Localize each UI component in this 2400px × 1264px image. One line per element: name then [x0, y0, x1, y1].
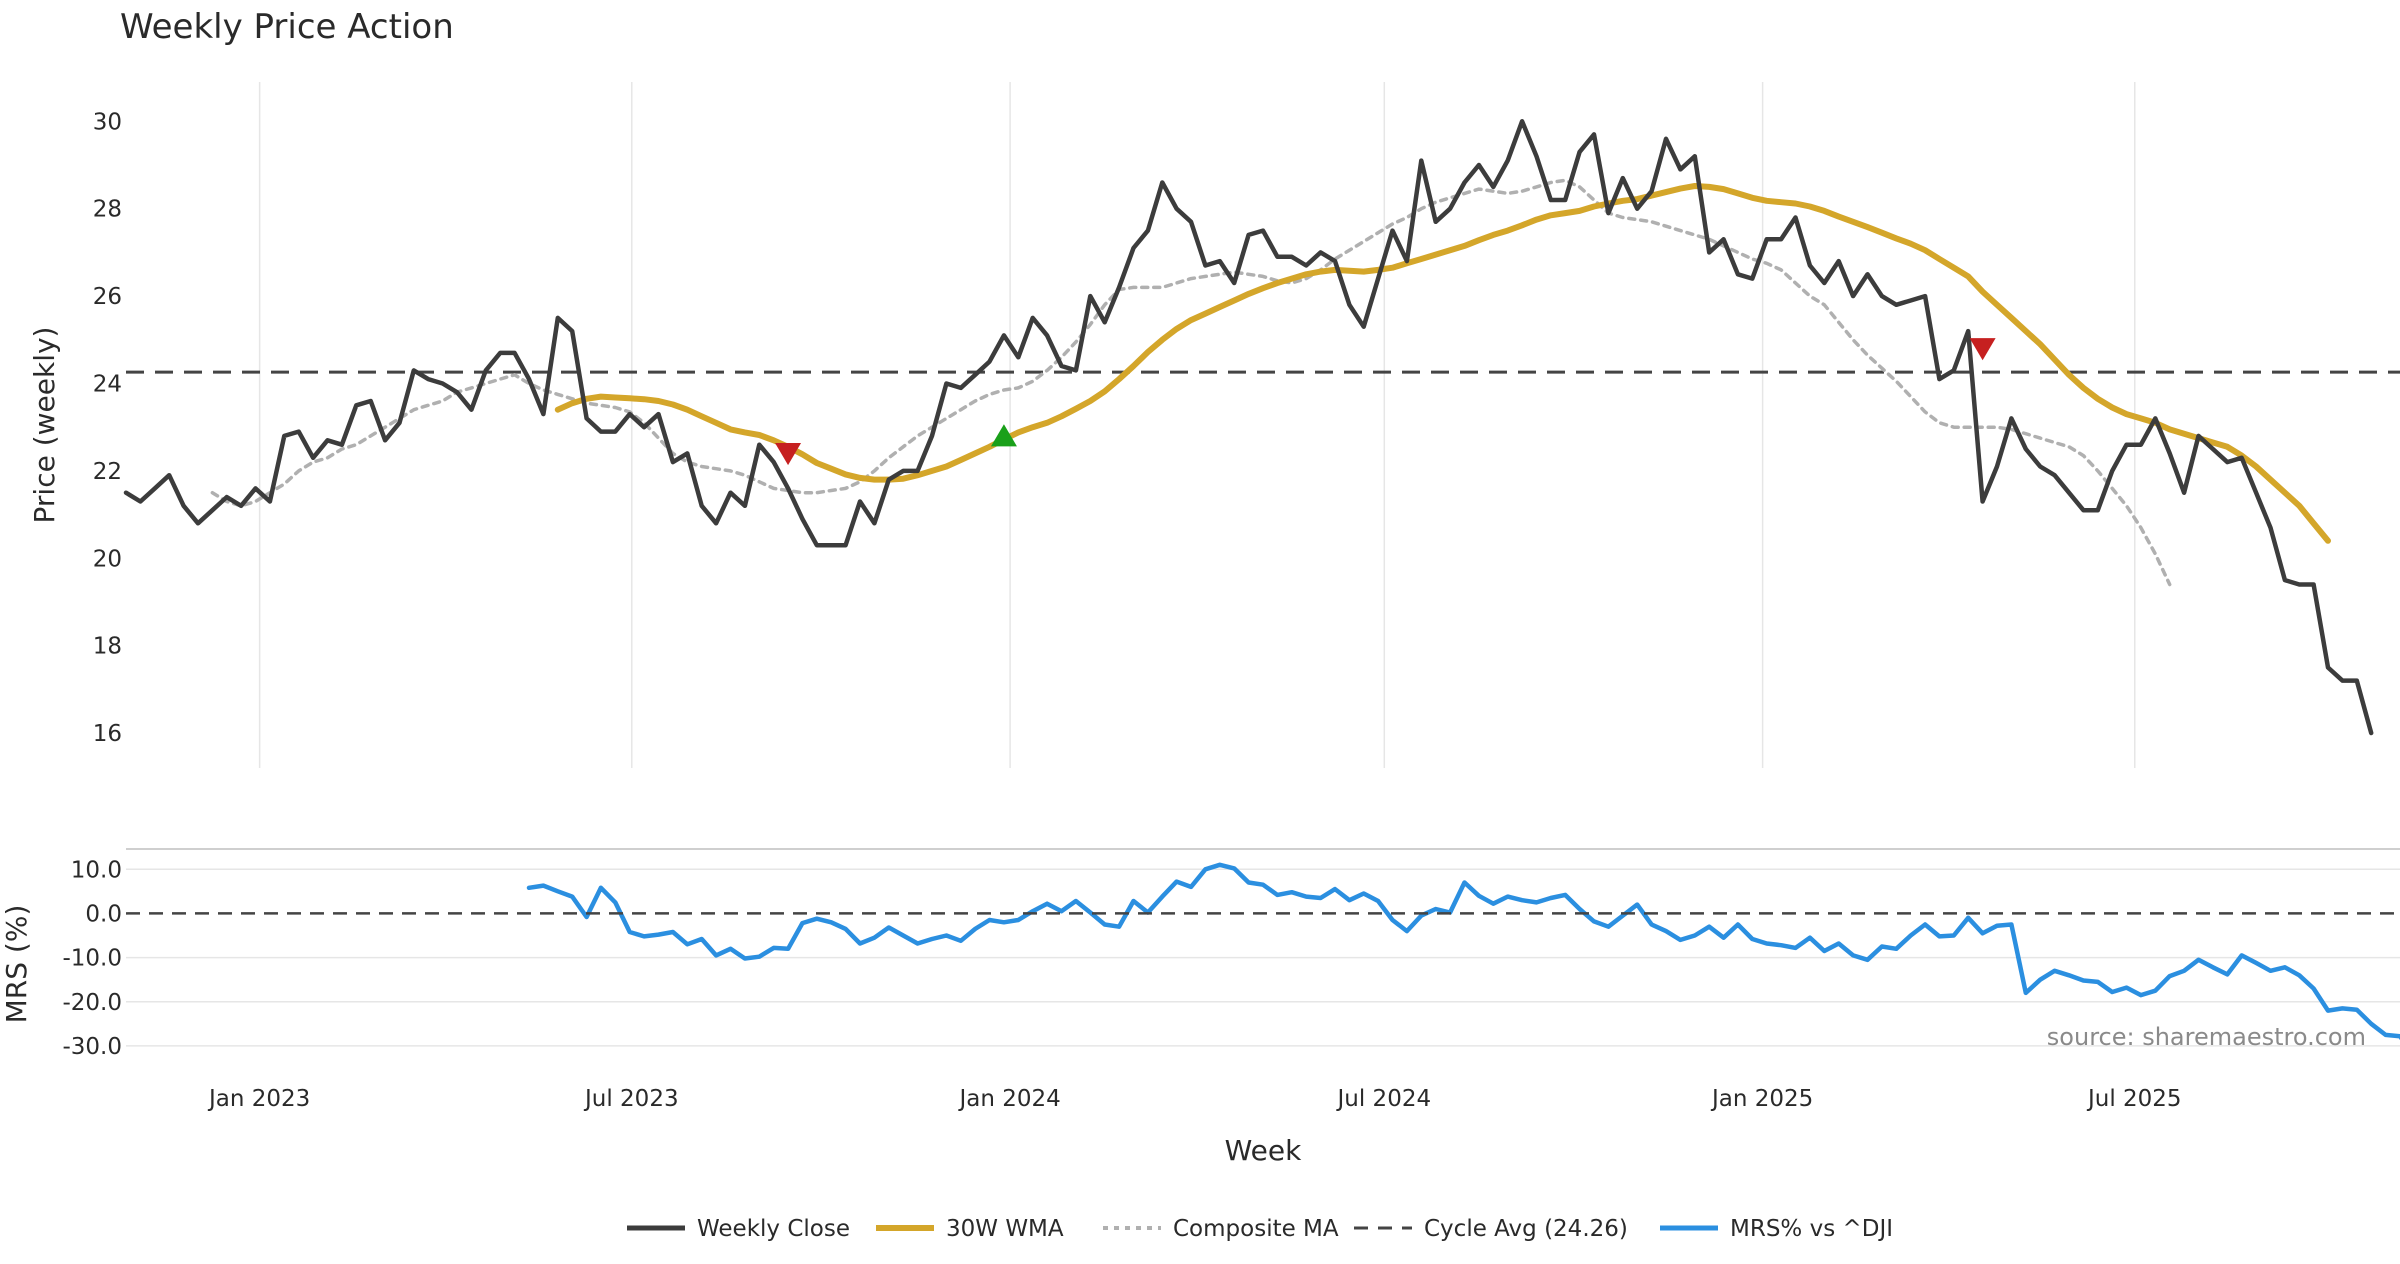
price-series-group	[123, 119, 2400, 736]
legend-item: Cycle Avg (24.26)	[1354, 1216, 1628, 1242]
source-annotation: source: sharemaestro.com	[2047, 1023, 2366, 1051]
legend-item: 30W WMA	[876, 1216, 1064, 1242]
price-y-tick-label: 26	[93, 284, 122, 310]
legend: Weekly Close 30W WMA Composite MA Cycle Avg…	[627, 1216, 1893, 1242]
mrs-y-tick-label: -20.0	[62, 990, 122, 1016]
x-tick-label: Jul 2023	[583, 1086, 679, 1112]
legend-item: Weekly Close	[627, 1216, 850, 1242]
mrs-y-tick-label: -30.0	[62, 1034, 122, 1060]
mrs-y-axis-title: MRS (%)	[0, 905, 33, 1024]
mrs-line	[526, 862, 2400, 1041]
buy-signal-marker	[990, 424, 1017, 447]
mrs-y-tick-label: 0.0	[85, 901, 122, 927]
mrs-series-group	[126, 862, 2400, 1041]
mrs-panel-gridlines	[126, 868, 2400, 1047]
price-y-tick-label: 24	[93, 371, 122, 397]
chart-title: Weekly Price Action	[120, 7, 454, 47]
x-tick-label: Jan 2023	[207, 1086, 310, 1112]
x-axis-title: Week	[1225, 1134, 1302, 1167]
x-tick-label: Jan 2025	[1710, 1086, 1813, 1112]
legend-label: MRS% vs ^DJI	[1730, 1216, 1893, 1242]
price-y-tick-label: 28	[93, 197, 122, 223]
price-y-tick-label: 18	[93, 634, 122, 660]
legend-label: 30W WMA	[946, 1216, 1064, 1242]
legend-label: Cycle Avg (24.26)	[1424, 1216, 1628, 1242]
price-y-tick-label: 20	[93, 546, 122, 572]
30w-wma-line	[554, 183, 2331, 544]
price-y-axis-title: Price (weekly)	[28, 327, 61, 524]
legend-label: Composite MA	[1173, 1216, 1339, 1242]
legend-item: MRS% vs ^DJI	[1660, 1216, 1893, 1242]
x-tick-label: Jul 2024	[1336, 1086, 1432, 1112]
price-y-tick-labels: 16 18 20 22 24 26 28 30	[93, 109, 122, 747]
sell-signal-marker	[775, 443, 802, 466]
price-panel-gridlines	[258, 82, 2136, 768]
mrs-y-tick-label: -10.0	[62, 946, 122, 972]
mrs-y-tick-label: 10.0	[71, 857, 122, 883]
legend-label: Weekly Close	[697, 1216, 850, 1242]
price-y-tick-label: 22	[93, 459, 122, 485]
x-tick-label: Jan 2024	[957, 1086, 1060, 1112]
legend-item: Composite MA	[1103, 1216, 1339, 1242]
sell-signal-marker	[1969, 338, 1996, 361]
x-tick-labels: Jan 2023 Jul 2023 Jan 2024 Jul 2024 Jan 2025…	[207, 1086, 2182, 1112]
price-y-tick-label: 30	[93, 109, 122, 135]
weekly-close-line	[123, 119, 2374, 736]
mrs-y-tick-labels: 10.0 0.0 -10.0 -20.0 -30.0	[62, 857, 122, 1060]
x-tick-label: Jul 2025	[2086, 1086, 2182, 1112]
signal-markers	[775, 338, 1996, 466]
composite-ma-line	[210, 178, 2172, 587]
price-y-tick-label: 16	[93, 721, 122, 747]
